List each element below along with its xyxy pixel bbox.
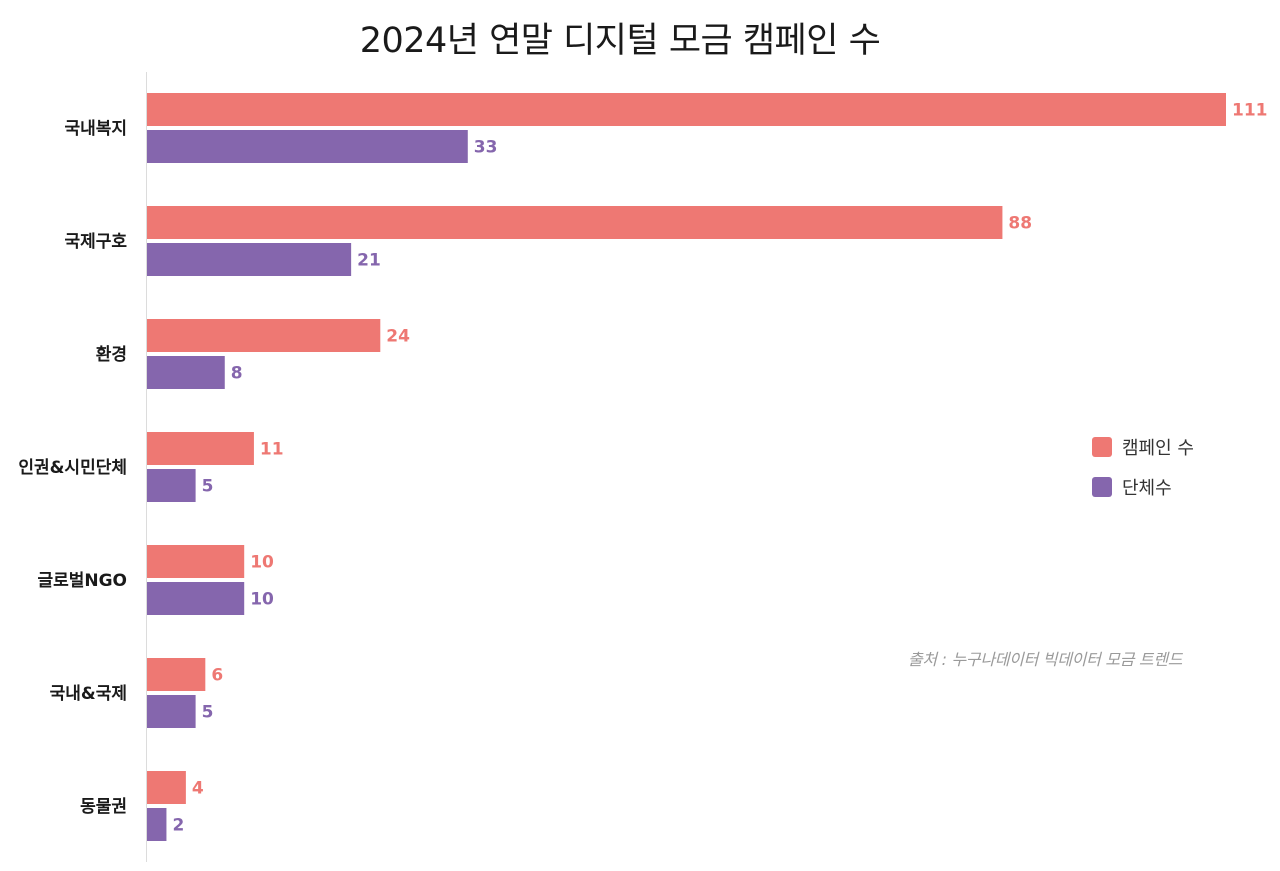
value-label-campaigns: 11: [260, 440, 284, 460]
bar-campaigns[interactable]: [147, 658, 206, 691]
bar-campaigns[interactable]: [147, 319, 381, 352]
category-label: 동물권: [80, 797, 127, 817]
bar-campaigns[interactable]: [147, 545, 245, 578]
value-label-organizations: 5: [202, 703, 214, 723]
legend-label-campaigns: 캠페인 수: [1122, 438, 1194, 459]
legend-swatch-campaigns: [1092, 437, 1112, 457]
value-label-organizations: 2: [172, 816, 184, 836]
bar-organizations[interactable]: [147, 582, 245, 615]
bar-campaigns[interactable]: [147, 771, 186, 804]
category-label: 국내&국제: [50, 684, 127, 704]
legend-item-organizations[interactable]: 단체수: [1092, 467, 1194, 507]
legend-swatch-organizations: [1092, 477, 1112, 497]
bar-organizations[interactable]: [147, 130, 468, 163]
bar-organizations[interactable]: [147, 243, 352, 276]
value-label-organizations: 33: [474, 138, 498, 158]
source-note: 출처 : 누구나데이터 빅데이터 모금 트렌드: [908, 650, 1183, 669]
category-label: 인권&시민단체: [18, 458, 127, 478]
value-label-organizations: 21: [357, 251, 381, 271]
bar-campaigns[interactable]: [147, 93, 1226, 126]
category-label: 국제구호: [64, 232, 127, 252]
legend-label-organizations: 단체수: [1122, 478, 1172, 499]
value-label-organizations: 5: [202, 477, 214, 497]
bar-organizations[interactable]: [147, 469, 196, 502]
value-label-campaigns: 6: [211, 666, 223, 686]
category-label: 환경: [96, 345, 127, 365]
bar-campaigns[interactable]: [147, 206, 1003, 239]
value-label-campaigns: 24: [386, 327, 410, 347]
bar-campaigns[interactable]: [147, 432, 254, 465]
value-label-organizations: 10: [250, 590, 274, 610]
bar-organizations[interactable]: [147, 695, 196, 728]
value-label-organizations: 8: [231, 364, 243, 384]
chart-title: 2024년 연말 디지털 모금 캠페인 수: [359, 21, 881, 61]
value-label-campaigns: 111: [1232, 101, 1268, 121]
bar-organizations[interactable]: [147, 356, 225, 389]
legend: 캠페인 수 단체수: [1092, 427, 1194, 507]
value-label-campaigns: 4: [192, 779, 204, 799]
category-label: 글로벌NGO: [37, 571, 127, 591]
bar-organizations[interactable]: [147, 808, 167, 841]
legend-item-campaigns[interactable]: 캠페인 수: [1092, 427, 1194, 467]
category-label: 국내복지: [64, 119, 127, 139]
value-label-campaigns: 88: [1008, 214, 1032, 234]
value-label-campaigns: 10: [250, 553, 274, 573]
